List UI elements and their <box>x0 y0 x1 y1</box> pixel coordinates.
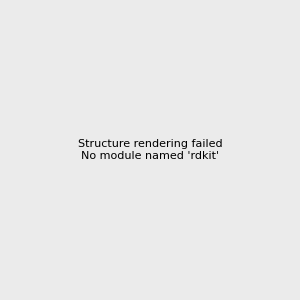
Text: Structure rendering failed
No module named 'rdkit': Structure rendering failed No module nam… <box>78 139 222 161</box>
